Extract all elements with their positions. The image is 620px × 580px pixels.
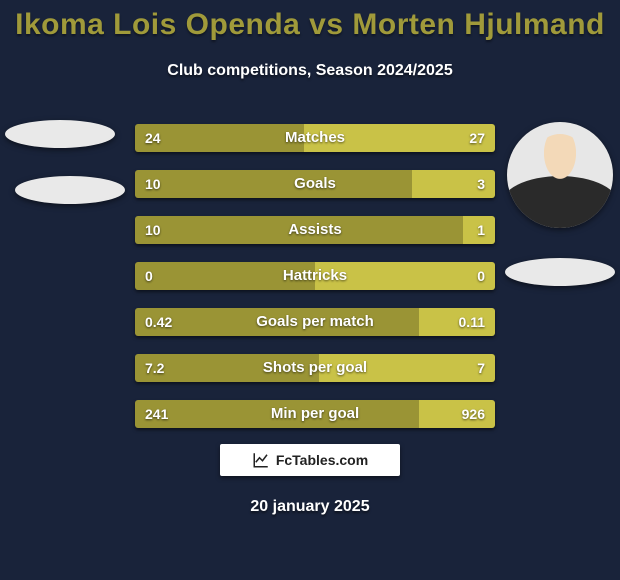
bar-row: Hattricks00 [135,262,495,290]
page-subtitle: Club competitions, Season 2024/2025 [0,62,620,80]
bar-row: Goals per match0.420.11 [135,308,495,336]
bar-right-fill [412,170,495,198]
bar-left-fill [135,262,315,290]
bar-right-fill [419,308,495,336]
bar-row: Min per goal241926 [135,400,495,428]
bar-row: Goals103 [135,170,495,198]
player-right-avatar [507,122,613,228]
bar-row: Shots per goal7.27 [135,354,495,382]
player-right-ellipse [505,258,615,286]
bar-left-fill [135,124,304,152]
bar-right-fill [419,400,495,428]
bar-left-fill [135,400,419,428]
bar-left-fill [135,170,412,198]
player-left-ellipse-2 [15,176,125,204]
fctables-logo: FcTables.com [220,444,400,476]
bar-right-fill [319,354,495,382]
bar-right-fill [315,262,495,290]
logo-text: FcTables.com [276,452,368,468]
page-title: Ikoma Lois Openda vs Morten Hjulmand [0,8,620,42]
bar-left-fill [135,354,319,382]
bar-right-fill [463,216,495,244]
bar-left-fill [135,308,419,336]
date-label: 20 january 2025 [0,498,620,516]
comparison-bars: Matches2427 Goals103 Assists101 Hattricks00… [135,124,495,446]
bar-right-fill [304,124,495,152]
player-left-ellipse-1 [5,120,115,148]
bar-row: Assists101 [135,216,495,244]
bar-left-fill [135,216,463,244]
bar-row: Matches2427 [135,124,495,152]
chart-icon [252,451,270,469]
